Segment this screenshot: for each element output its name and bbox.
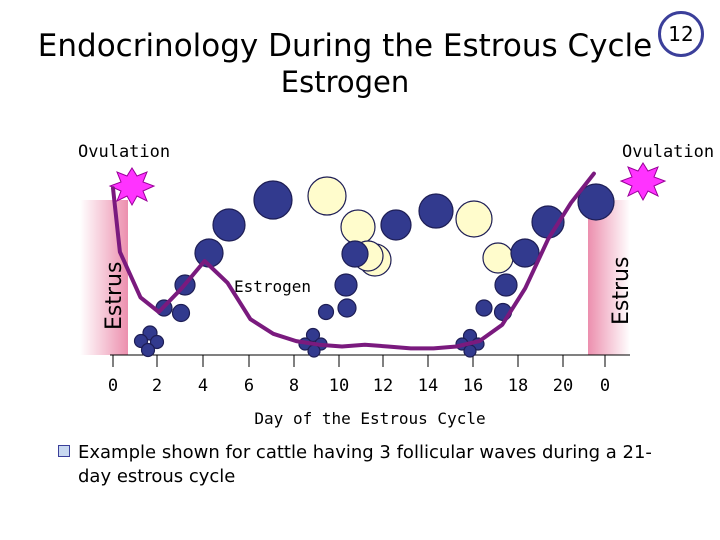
x-axis-ticks xyxy=(112,355,606,367)
estrus-band-right xyxy=(588,200,630,355)
slide-number: 12 xyxy=(668,22,694,46)
x-tick-label: 2 xyxy=(151,376,163,396)
ovulation-label-right: Ovulation xyxy=(622,142,715,162)
bullet-box-icon xyxy=(58,445,70,457)
x-tick-label: 8 xyxy=(288,376,300,396)
slide-number-badge: 12 xyxy=(658,11,704,57)
x-tick-label: 4 xyxy=(197,376,209,396)
x-axis-label: Day of the Estrous Cycle xyxy=(254,409,486,428)
follicle-wave-3 xyxy=(455,183,615,358)
x-tick-label: 0 xyxy=(599,376,611,396)
x-tick-label: 16 xyxy=(462,376,484,396)
follicle-wave-2 xyxy=(298,193,514,358)
note-bullet: Example shown for cattle having 3 follic… xyxy=(58,441,678,489)
estrus-label-left: Estrus xyxy=(102,262,127,330)
x-tick-label: 18 xyxy=(507,376,529,396)
x-tick-label: 6 xyxy=(243,376,255,396)
estrogen-curve xyxy=(111,171,596,351)
ovulation-burst-right xyxy=(619,162,667,202)
x-tick-label: 14 xyxy=(417,376,439,396)
x-tick-label: 12 xyxy=(372,376,394,396)
x-tick-label: 20 xyxy=(552,376,574,396)
note-text: Example shown for cattle having 3 follic… xyxy=(78,442,652,487)
ovulation-label-left: Ovulation xyxy=(78,142,171,162)
slide-subtitle: Estrogen xyxy=(280,65,410,99)
estrus-band-left xyxy=(80,200,128,355)
estrogen-curve-label: Estrogen xyxy=(234,277,312,296)
x-tick-label: 10 xyxy=(328,376,350,396)
x-tick-label: 0 xyxy=(107,376,119,396)
ovulation-burst-left xyxy=(108,167,156,207)
estrus-label-right: Estrus xyxy=(609,257,634,325)
slide-title: Endocrinology During the Estrous Cycle xyxy=(37,28,653,64)
